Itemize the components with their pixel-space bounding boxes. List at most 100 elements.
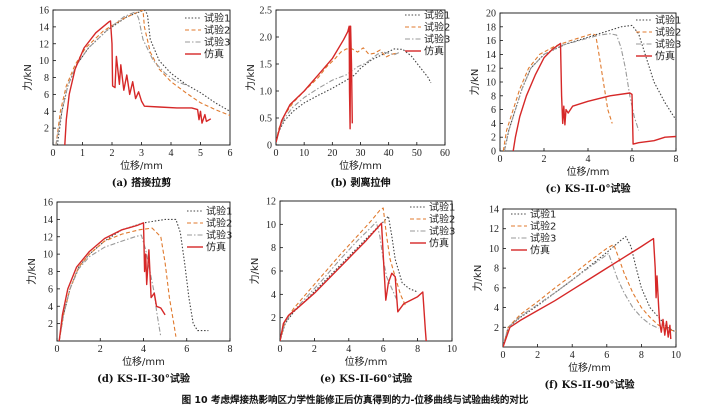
y-tick-label: 0: [267, 141, 272, 152]
y-tick-label: 10: [39, 56, 49, 67]
y-tick-label: 2: [271, 313, 276, 324]
plot-frame: [502, 208, 677, 348]
series-line-试验1: [503, 236, 676, 347]
y-tick-label: 6: [44, 90, 49, 101]
y-tick-label: 8: [494, 264, 499, 275]
x-tick-label: 0: [501, 350, 506, 361]
y-tick-label: 8: [48, 267, 53, 278]
y-tick-label: 12: [486, 64, 496, 75]
y-tick-label: 12: [266, 197, 276, 208]
x-tick-label: 1: [80, 148, 85, 159]
plot-frame: [275, 9, 446, 146]
panel-caption: (d) KS-II-30°试验: [97, 372, 191, 385]
y-tick-label: 10: [266, 220, 276, 231]
legend-label: 试验1: [530, 208, 556, 221]
x-tick-label: 50: [412, 148, 422, 159]
y-tick-label: 14: [43, 215, 53, 226]
y-tick-label: 0: [491, 147, 496, 158]
y-axis-label: 力/kN: [468, 69, 481, 96]
y-tick-label: 14: [486, 50, 496, 61]
series-line-试验3: [276, 51, 401, 143]
y-tick-label: 2.5: [260, 6, 273, 17]
x-tick-label: 0: [274, 148, 279, 159]
y-tick-label: 4: [48, 302, 53, 313]
x-axis-label: 位移/mm: [122, 355, 165, 368]
chart-panel-6: 0 2 4 6 8 10 2 4 6 8 10 12 14 位移/mm 力/kN (f) KS-II-90°试…: [471, 205, 681, 392]
legend-label: 试验3: [206, 229, 232, 242]
figure-caption: 图 10 考虑焊接热影响区力学性能修正后仿真得到的力-位移曲线与试验曲线的对比: [182, 394, 529, 406]
legend-label: 仿真: [530, 244, 550, 257]
legend-label: 仿真: [655, 50, 675, 63]
y-tick-label: 8: [44, 73, 49, 84]
x-tick-label: 2: [312, 344, 317, 355]
legend-label: 仿真: [424, 45, 444, 58]
series-line-仿真: [276, 25, 353, 143]
series-line-试验3: [55, 11, 189, 145]
y-tick-label: 10: [489, 244, 499, 255]
x-tick-label: 60: [440, 148, 450, 159]
x-tick-label: 0: [278, 344, 283, 355]
x-tick-label: 5: [198, 148, 203, 159]
x-tick-label: 0: [51, 148, 56, 159]
y-tick-label: 16: [39, 6, 49, 17]
x-axis-label: 位移/mm: [339, 159, 382, 172]
y-tick-label: 16: [486, 36, 496, 47]
legend-label: 试验2: [429, 213, 455, 226]
y-tick-label: 14: [489, 205, 499, 216]
legend-label: 试验1: [204, 12, 230, 25]
y-tick-label: 12: [43, 232, 53, 243]
legend-label: 试验3: [204, 36, 230, 49]
legend-label: 试验3: [530, 232, 556, 245]
y-tick-label: 2: [44, 124, 49, 135]
legend-label: 仿真: [204, 48, 224, 61]
legend-label: 试验2: [424, 21, 450, 34]
legend-label: 试验1: [655, 14, 681, 27]
chart-panel-5: 0 2 4 6 8 10 2 4 6 8 10 12 位移/mm 力/kN (e) KS-II-60°试验 试…: [248, 197, 457, 386]
y-tick-label: 2: [48, 319, 53, 330]
x-tick-label: 8: [639, 350, 644, 361]
series-line-试验2: [58, 227, 177, 341]
panel-caption: (c) KS-II-0°试验: [546, 182, 632, 195]
y-tick-label: 1.5: [260, 60, 273, 71]
x-tick-label: 4: [570, 350, 575, 361]
y-axis-label: 力/kN: [25, 258, 38, 285]
series-line-试验2: [55, 10, 230, 145]
legend-label: 仿真: [429, 237, 449, 250]
y-axis-label: 力/kN: [21, 64, 34, 91]
y-tick-label: 1.0: [260, 87, 273, 98]
x-tick-label: 30: [356, 148, 366, 159]
series-line-试验2: [502, 33, 613, 151]
y-tick-label: 12: [39, 39, 49, 50]
series-line-仿真: [64, 20, 212, 145]
x-tick-label: 0: [498, 154, 503, 165]
legend-label: 试验3: [429, 225, 455, 238]
y-axis-label: 力/kN: [244, 64, 257, 91]
y-tick-label: 4: [44, 107, 49, 118]
series-line-试验3: [503, 33, 640, 151]
y-tick-label: 12: [489, 224, 499, 235]
legend-label: 试验2: [655, 26, 681, 39]
y-tick-label: 10: [486, 78, 496, 89]
series-line-仿真: [512, 42, 676, 151]
x-tick-label: 10: [447, 344, 457, 355]
chart-panel-4: 0 2 4 6 8 2 4 6 8 10 12 14 16 位移/mm 力/kN (d) KS-II-30°试…: [25, 198, 233, 386]
series-line-试验1: [280, 215, 418, 341]
legend-label: 试验1: [424, 9, 450, 22]
x-tick-label: 2: [535, 350, 540, 361]
panel-caption: (e) KS-II-60°试验: [320, 372, 413, 385]
y-axis-label: 力/kN: [471, 265, 484, 292]
y-tick-label: 10: [43, 250, 53, 261]
y-tick-label: 6: [494, 283, 499, 294]
x-tick-label: 6: [381, 344, 386, 355]
x-tick-label: 2: [542, 154, 547, 165]
series-line-试验2: [276, 47, 398, 143]
y-tick-label: 4: [271, 290, 276, 301]
x-tick-label: 8: [415, 344, 420, 355]
legend-label: 试验1: [429, 201, 455, 214]
x-tick-label: 6: [228, 148, 233, 159]
panel-caption: (b) 剥离拉伸: [331, 176, 391, 189]
x-tick-label: 0: [55, 344, 60, 355]
y-tick-label: 20: [486, 9, 496, 20]
series-line-试验2: [280, 207, 407, 341]
